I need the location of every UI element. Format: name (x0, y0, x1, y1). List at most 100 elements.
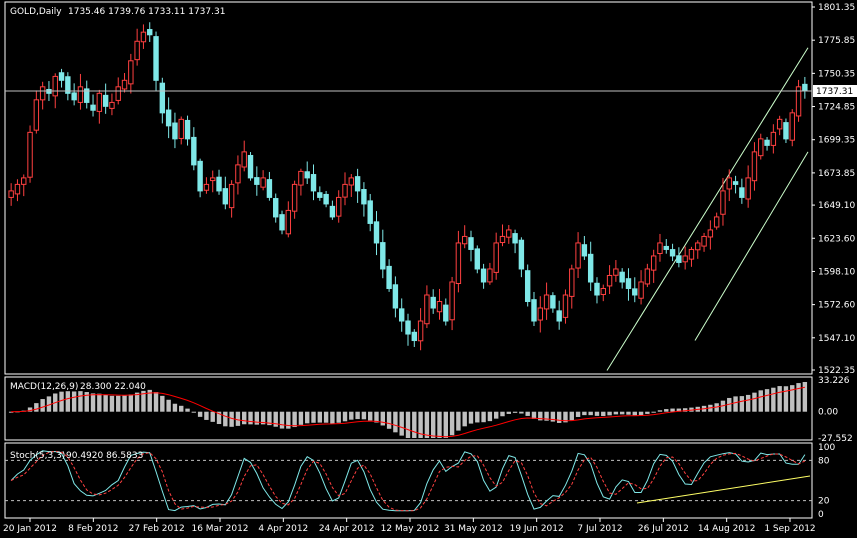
candle-body (8, 190, 14, 198)
candle-body (260, 177, 266, 188)
macd-bar (286, 411, 291, 429)
candle-body (159, 82, 166, 114)
candle-body (58, 72, 65, 81)
macd-bar (349, 411, 354, 420)
price-tick-label: 1649.10 (818, 201, 855, 211)
candle-body (701, 235, 707, 247)
candle-body (386, 265, 392, 289)
macd-bar (109, 395, 115, 412)
macd-bar (638, 411, 644, 415)
candle-body (802, 83, 808, 92)
candle-body (14, 183, 21, 195)
date-tick-label: 8 Feb 2012 (68, 524, 118, 534)
candle-body (342, 183, 348, 198)
macd-bar (418, 411, 423, 438)
macd-bar (46, 396, 52, 412)
candle-body (657, 242, 663, 255)
macd-bar (260, 411, 266, 425)
candle-body (191, 136, 197, 166)
candle-body (499, 235, 506, 244)
candle-body (474, 248, 480, 270)
macd-bar (323, 411, 329, 423)
candle-body (789, 112, 795, 141)
macd-bar (242, 411, 247, 425)
macd-bar (103, 394, 108, 412)
candle-body (52, 75, 58, 97)
candle-body (625, 278, 632, 289)
macd-bar (531, 411, 537, 419)
macd-bar (368, 411, 373, 421)
candle-body (739, 187, 745, 198)
candle-body (745, 177, 751, 200)
macd-bar (443, 411, 448, 438)
macd-bar (424, 411, 430, 438)
macd-bar (575, 411, 581, 417)
price-tick-label: 1775.85 (818, 36, 855, 46)
candle-body (178, 118, 184, 139)
candle-body (273, 198, 279, 218)
candle-body (619, 271, 625, 283)
macd-bar (676, 408, 682, 412)
macd-bar (90, 393, 96, 412)
macd-bar (147, 389, 152, 412)
macd-bar (607, 411, 612, 416)
candle-body (594, 282, 600, 296)
date-tick-label: 19 Jun 2012 (510, 524, 564, 534)
macd-bar (727, 397, 732, 412)
candle-body (140, 31, 147, 43)
macd-bar (556, 411, 562, 423)
candle-body (380, 242, 386, 270)
candle-body (115, 86, 121, 101)
candle-body (644, 268, 651, 285)
price-tick-label: 1724.85 (818, 103, 855, 113)
candle-body (317, 192, 323, 198)
candle-body (650, 255, 657, 271)
price-tick-label: 1522.35 (818, 366, 855, 376)
stoch-signal-line (10, 450, 806, 512)
macd-bar (374, 411, 379, 423)
date-tick-label: 20 Jan 2012 (3, 524, 57, 534)
macd-bar (449, 411, 455, 436)
candle-body (323, 193, 329, 205)
candle-body (184, 119, 191, 140)
macd-bar (582, 411, 587, 416)
macd-bar (84, 392, 89, 412)
macd-bar (752, 392, 757, 412)
candle-body (676, 255, 682, 263)
macd-bar (651, 411, 656, 413)
candle-body (33, 99, 40, 131)
macd-bar (538, 411, 543, 421)
macd-bar (305, 411, 310, 424)
price-tick-label: 1750.35 (818, 69, 855, 79)
macd-bar (160, 395, 165, 412)
candle-body (751, 151, 758, 182)
macd-bar (613, 411, 619, 415)
candle-body (795, 86, 802, 117)
candle-body (266, 179, 273, 198)
macd-bar (361, 411, 367, 420)
candle-body (392, 284, 399, 309)
candle-body (247, 154, 254, 179)
candle-body (518, 239, 525, 270)
date-tick-label: 16 Mar 2012 (191, 524, 248, 534)
candle-body (367, 200, 373, 224)
candle-body (96, 92, 103, 112)
candle-body (537, 307, 543, 321)
candle-body (455, 242, 462, 285)
macd-bar (733, 396, 738, 412)
macd-name: MACD(12,26,9) (10, 382, 78, 392)
macd-indicator: 33.226 0.00 -27.552 (8, 376, 853, 444)
macd-bar (336, 411, 341, 423)
macd-bar (544, 411, 549, 421)
macd-bar (525, 411, 530, 416)
price-channel (606, 47, 809, 371)
macd-bar (739, 396, 745, 412)
macd-bar (248, 411, 253, 425)
candle-body (27, 131, 33, 178)
candle-body (638, 281, 644, 299)
candle-body (758, 138, 764, 157)
candle-body (235, 164, 241, 184)
macd-bar (97, 393, 102, 412)
candle-body (84, 88, 90, 103)
